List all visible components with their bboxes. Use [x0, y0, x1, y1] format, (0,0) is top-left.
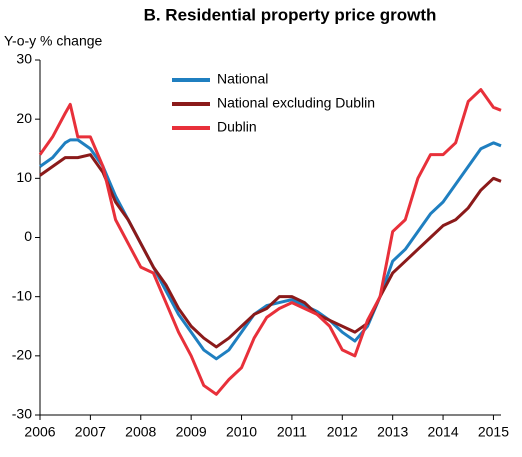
- y-tick-label: 10: [16, 169, 32, 185]
- legend-label: Dublin: [217, 119, 257, 135]
- y-tick-label: -30: [12, 406, 32, 422]
- series-line: [38, 88, 502, 396]
- x-tick-label: 2012: [327, 424, 358, 440]
- x-tick-label: 2009: [176, 424, 207, 440]
- legend-label: National excluding Dublin: [217, 95, 375, 111]
- y-tick-label: -20: [12, 347, 32, 363]
- y-axis-label: Y-o-y % change: [4, 33, 103, 49]
- y-tick-label: 30: [16, 51, 32, 67]
- legend-label: National: [217, 71, 268, 87]
- x-tick-label: 2008: [125, 424, 156, 440]
- x-tick-label: 2006: [24, 424, 55, 440]
- x-tick-label: 2013: [377, 424, 408, 440]
- x-tick-label: 2007: [75, 424, 106, 440]
- x-tick-label: 2015: [478, 424, 509, 440]
- x-tick-label: 2010: [226, 424, 257, 440]
- series-line: [39, 153, 502, 349]
- x-tick-label: 2014: [427, 424, 458, 440]
- y-tick-label: 0: [24, 228, 32, 244]
- y-tick-label: 20: [16, 110, 32, 126]
- y-tick-label: -10: [12, 287, 32, 303]
- x-tick-label: 2011: [277, 424, 307, 440]
- series-line: [39, 138, 502, 361]
- chart-title: B. Residential property price growth: [144, 5, 437, 24]
